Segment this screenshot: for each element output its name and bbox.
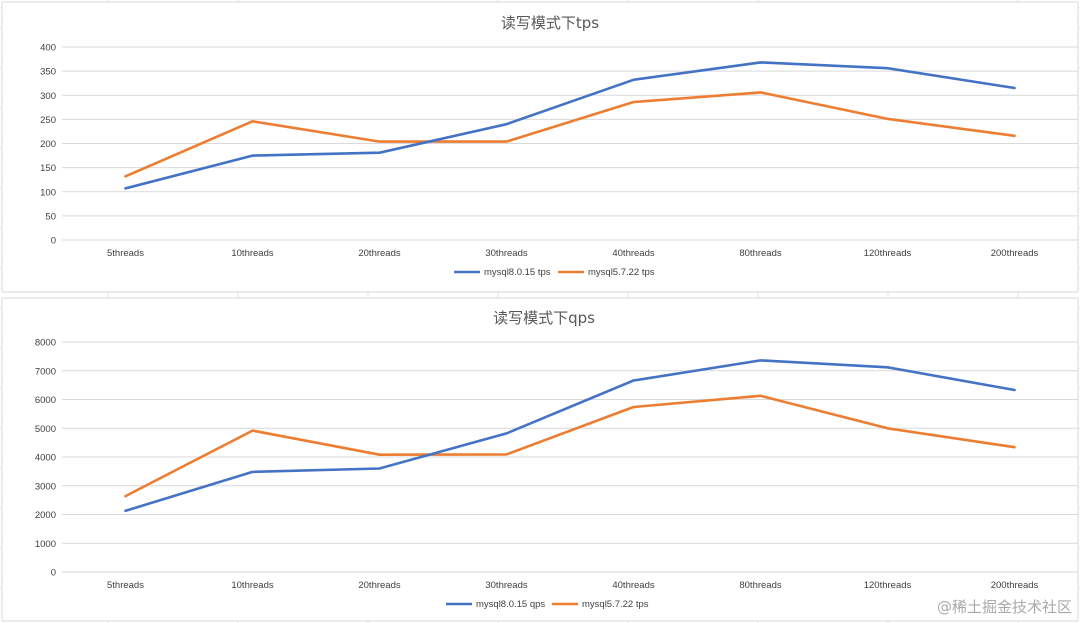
y-tick-label: 250 [40,115,56,126]
legend-label: mysql8.0.15 tps [484,267,551,278]
x-tick-label: 5threads [107,248,144,259]
series-line-blue [124,61,1016,190]
series-line-orange [124,91,1016,178]
x-tick-label: 10threads [231,248,274,259]
y-tick-label: 100 [40,187,56,198]
x-tick-label: 30threads [485,580,528,591]
y-tick-label: 0 [51,568,56,579]
legend-label: mysql5.7.22 tps [582,599,649,610]
y-tick-label: 3000 [35,481,56,492]
x-tick-label: 120threads [864,580,912,591]
y-tick-label: 7000 [35,366,56,377]
y-tick-label: 200 [40,139,56,150]
series-line-blue [124,359,1016,513]
y-tick-label: 350 [40,67,56,78]
y-tick-label: 300 [40,91,56,102]
y-tick-label: 400 [40,43,56,54]
y-tick-label: 4000 [35,453,56,464]
chart-area [1,297,1079,622]
x-tick-label: 5threads [107,580,144,591]
x-tick-label: 80threads [739,580,782,591]
y-tick-label: 1000 [35,539,56,550]
chart-area [1,1,1079,293]
y-tick-label: 0 [51,236,56,247]
x-tick-label: 200threads [991,248,1039,259]
x-tick-label: 120threads [864,248,912,259]
y-tick-label: 6000 [35,395,56,406]
y-tick-label: 2000 [35,510,56,521]
chart-title: 读写模式下qps [493,309,595,327]
y-tick-label: 50 [45,211,56,222]
x-tick-label: 20threads [358,580,401,591]
series-line-orange [124,394,1016,498]
watermark: @稀土掘金技术社区 [936,598,1072,616]
chart-2: 读写模式下qps 0 1000 2000 3000 4000 5000 6000 7000 800… [1,297,1079,622]
legend-label: mysql8.0.15 qps [476,599,545,610]
x-tick-label: 40threads [612,248,655,259]
x-tick-label: 80threads [739,248,782,259]
x-tick-label: 200threads [991,580,1039,591]
chart-1: 读写模式下tps 0 50 100 150 200 250 300 350 400 5threads… [1,1,1079,293]
x-tick-label: 30threads [485,248,528,259]
legend-label: mysql5.7.22 tps [588,267,655,278]
y-tick-label: 5000 [35,424,56,435]
y-tick-label: 150 [40,163,56,174]
x-tick-label: 10threads [231,580,274,591]
chart-title: 读写模式下tps [501,14,599,32]
x-tick-label: 40threads [612,580,655,591]
x-tick-label: 20threads [358,248,401,259]
y-tick-label: 8000 [35,338,56,349]
